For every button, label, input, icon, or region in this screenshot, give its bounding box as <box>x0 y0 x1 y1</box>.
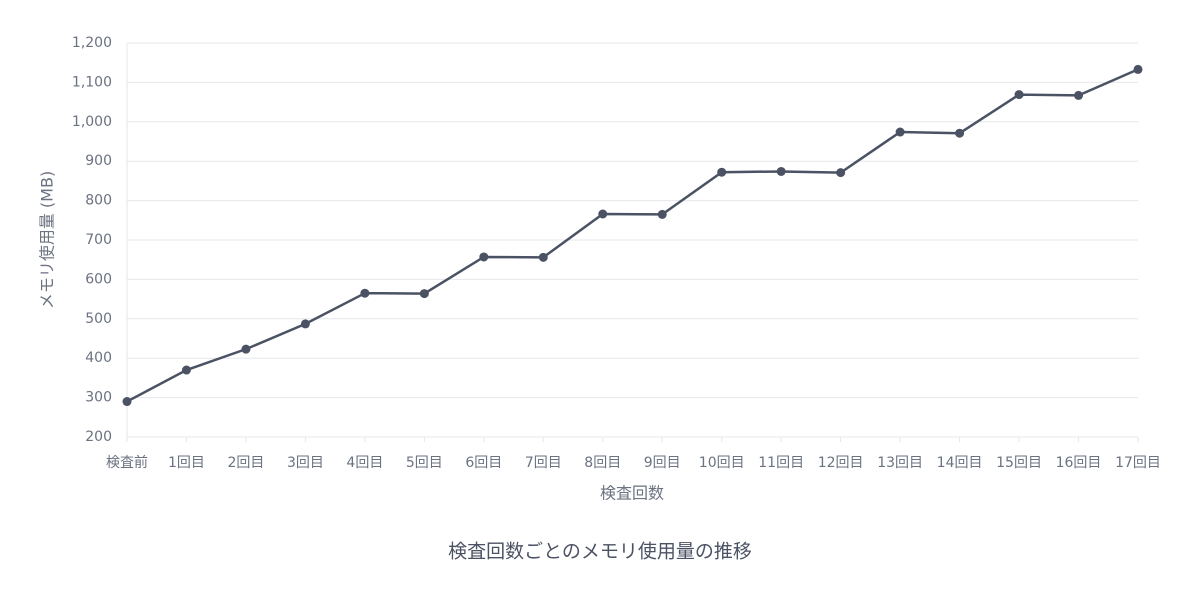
y-tick-label: 1,000 <box>72 114 112 130</box>
point <box>1014 90 1024 100</box>
y-tick-label: 700 <box>85 232 112 248</box>
x-tick-label: 2回目 <box>227 455 264 471</box>
y-tick-label: 800 <box>85 193 112 209</box>
point <box>1133 64 1143 74</box>
point <box>657 209 667 219</box>
point <box>836 168 846 178</box>
x-tick-label: 11回目 <box>758 455 804 471</box>
y-tick-label: 1,100 <box>72 74 112 90</box>
point <box>479 252 489 262</box>
y-tick-label: 300 <box>85 390 112 406</box>
x-tick-label: 5回目 <box>406 455 443 471</box>
point <box>181 365 191 375</box>
point <box>717 167 727 177</box>
x-tick-label: 4回目 <box>346 455 383 471</box>
x-tick-label: 12回目 <box>818 455 864 471</box>
y-tick-label: 600 <box>85 271 112 287</box>
point <box>538 252 548 262</box>
y-tick-label: 400 <box>85 350 112 366</box>
y-axis-label: メモリ使用量 (MB) <box>38 171 57 309</box>
point <box>776 166 786 176</box>
x-tick-label: 17回目 <box>1115 455 1161 471</box>
chart-title: 検査回数ごとのメモリ使用量の推移 <box>448 541 752 563</box>
x-tick-label: 3回目 <box>287 455 324 471</box>
x-tick-label: 14回目 <box>937 455 983 471</box>
x-tick-label: 15回目 <box>996 455 1042 471</box>
x-tick-label: 10回目 <box>699 455 745 471</box>
x-tick-label: 9回目 <box>644 455 681 471</box>
x-tick-label: 6回目 <box>465 455 502 471</box>
x-tick-label: 検査前 <box>106 454 148 471</box>
x-tick-label: 8回目 <box>584 455 621 471</box>
point <box>895 127 905 137</box>
x-axis-label: 検査回数 <box>600 484 664 503</box>
line <box>126 68 1139 403</box>
point <box>241 344 251 354</box>
x-tick-label: 1回目 <box>168 455 205 471</box>
y-tick-label: 200 <box>85 429 112 445</box>
y-tick-label: 500 <box>85 311 112 327</box>
point <box>300 319 310 329</box>
point <box>1074 90 1084 100</box>
x-tick-label: 13回目 <box>877 455 923 471</box>
x-tick-label: 7回目 <box>525 455 562 471</box>
point <box>360 288 370 298</box>
point <box>122 397 132 407</box>
y-tick-label: 900 <box>85 153 112 169</box>
point <box>419 289 429 299</box>
x-tick-label: 16回目 <box>1056 455 1102 471</box>
point <box>955 128 965 138</box>
y-tick-label: 1,200 <box>72 35 112 51</box>
point <box>598 209 608 219</box>
